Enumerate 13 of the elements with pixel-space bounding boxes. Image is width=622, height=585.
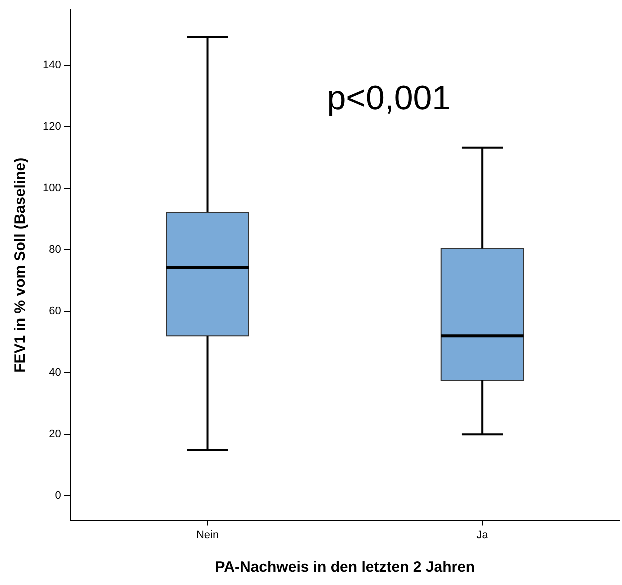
y-tick-label: 120	[42, 120, 62, 133]
annotation: p<0,001	[327, 79, 452, 118]
x-tick-label: Nein	[196, 529, 220, 542]
x-axis-title: PA-Nachweis in den letzten 2 Jahren	[215, 559, 476, 576]
y-tick-label: 100	[42, 182, 62, 195]
y-tick-label: 40	[49, 367, 62, 380]
y-tick-label: 80	[49, 244, 62, 256]
x-tick-label: Ja	[476, 529, 490, 542]
y-axis-title: FEV1 in % vom Soll (Baseline)	[12, 158, 30, 373]
y-tick-label: 140	[42, 59, 62, 72]
y-tick-label: 20	[49, 428, 62, 441]
y-tick-label: 60	[49, 306, 62, 318]
y-tick-label: 0	[55, 490, 62, 502]
